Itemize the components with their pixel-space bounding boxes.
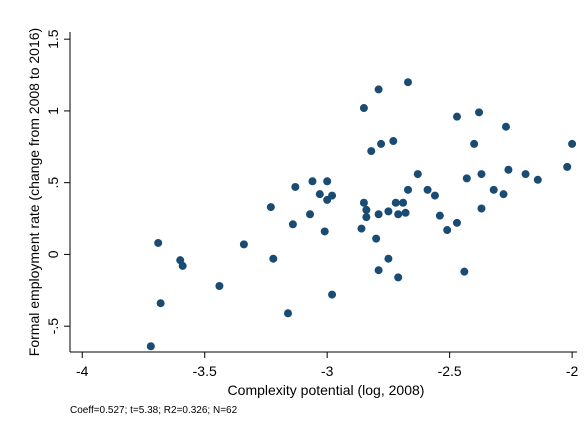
x-tick-label: -3.5 [193,363,217,379]
data-point [357,224,366,233]
data-point [462,174,471,183]
data-point [328,191,337,200]
data-point [372,234,381,243]
data-point [435,211,444,220]
data-point [475,108,484,117]
data-point [477,204,486,213]
data-point [413,170,422,179]
y-tick-label: 0 [45,250,61,258]
data-point [501,122,510,131]
data-point [499,190,508,199]
data-point [362,213,371,222]
data-point [521,170,530,179]
data-point [563,162,572,171]
data-point [374,85,383,94]
data-point [477,170,486,179]
data-point [384,254,393,263]
data-point [269,254,278,263]
data-point [283,309,292,318]
data-point [443,226,452,235]
y-ticks: -.5 0 .5 1 1.5 [45,29,70,334]
data-point [394,273,403,282]
data-point [470,139,479,148]
data-point [320,227,329,236]
y-tick-label: 1 [45,107,61,115]
data-point [288,220,297,229]
data-point [359,104,368,113]
x-tick-label: -2 [566,363,579,379]
data-point [239,240,248,249]
data-point [391,198,400,207]
data-point [377,139,386,148]
data-point [367,147,376,156]
data-point [404,185,412,194]
data-point [389,137,398,146]
data-point [154,238,163,247]
data-point [460,267,469,276]
x-axis-title: Complexity potential (log, 2008) [228,382,425,398]
y-tick-label: 1.5 [45,29,61,49]
data-point [156,299,165,308]
x-ticks: -4 -3.5 -3 -2.5 -2 [76,352,579,379]
data-point [423,185,432,194]
data-point [308,177,317,186]
data-point [452,218,461,227]
data-point [489,185,498,194]
data-point [266,203,275,212]
data-point [306,210,315,219]
data-point [323,177,332,186]
data-point [533,175,542,184]
data-point [178,261,187,270]
data-point [315,190,324,199]
data-point [401,208,410,217]
data-point [362,205,371,214]
data-point [328,290,337,299]
x-tick-label: -4 [76,363,89,379]
data-point [568,139,577,148]
data-point [359,198,368,207]
data-point [215,281,224,290]
data-point [452,112,461,121]
data-point [384,207,393,216]
data-point [394,210,403,219]
regression-note: Coeff=0.527; t=5.38; R2=0.326; N=62 [70,405,238,416]
data-point [146,342,155,351]
x-tick-label: -2.5 [438,363,462,379]
y-tick-label: .5 [45,177,61,189]
data-point [374,266,383,275]
data-points [146,78,577,351]
data-point [399,198,408,207]
data-point [291,182,300,191]
y-axis-title: Formal employment rate (change from 2008… [26,28,42,356]
data-point [374,210,383,219]
y-tick-label: -.5 [45,318,61,335]
data-point [404,78,412,87]
data-point [504,165,513,174]
data-point [430,191,439,200]
x-tick-label: -3 [321,363,334,379]
